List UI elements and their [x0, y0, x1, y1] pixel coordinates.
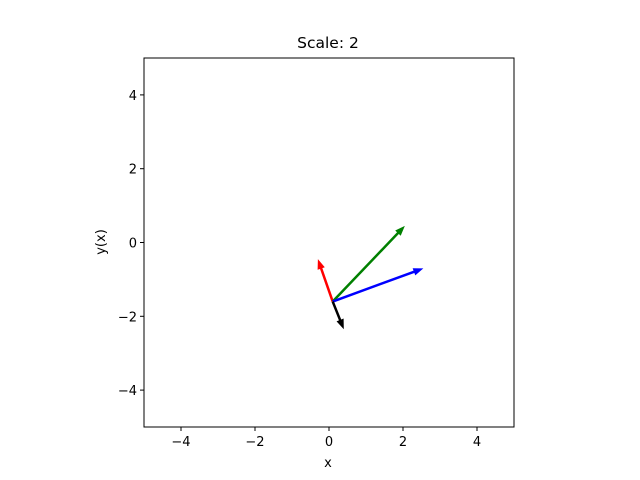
vector-arrow-2 — [331, 225, 405, 303]
plot-area: −4 −2 0 2 4 −4 −2 0 2 4 — [118, 57, 515, 450]
y-tick-label: 0 — [129, 237, 137, 252]
vector-arrow-1 — [317, 259, 334, 302]
x-axis-ticks: −4 −2 0 2 4 — [171, 427, 481, 450]
y-axis-label: y(x) — [94, 229, 109, 255]
y-tick-label: −4 — [118, 384, 137, 399]
x-tick-label: −4 — [171, 435, 190, 450]
x-tick-label: −2 — [245, 435, 264, 450]
chart-title: Scale: 2 — [297, 34, 359, 52]
vector-arrow-3 — [332, 268, 424, 303]
x-tick-label: 0 — [325, 435, 333, 450]
x-tick-label: 2 — [399, 435, 407, 450]
y-tick-label: 2 — [129, 163, 137, 178]
y-tick-label: −2 — [118, 310, 137, 325]
y-axis-ticks: −4 −2 0 2 4 — [118, 89, 144, 399]
y-tick-label: 4 — [129, 89, 137, 104]
vector-field — [317, 225, 424, 330]
x-tick-label: 4 — [473, 435, 481, 450]
x-axis-label: x — [324, 456, 332, 471]
vector-arrow-4 — [331, 301, 344, 330]
